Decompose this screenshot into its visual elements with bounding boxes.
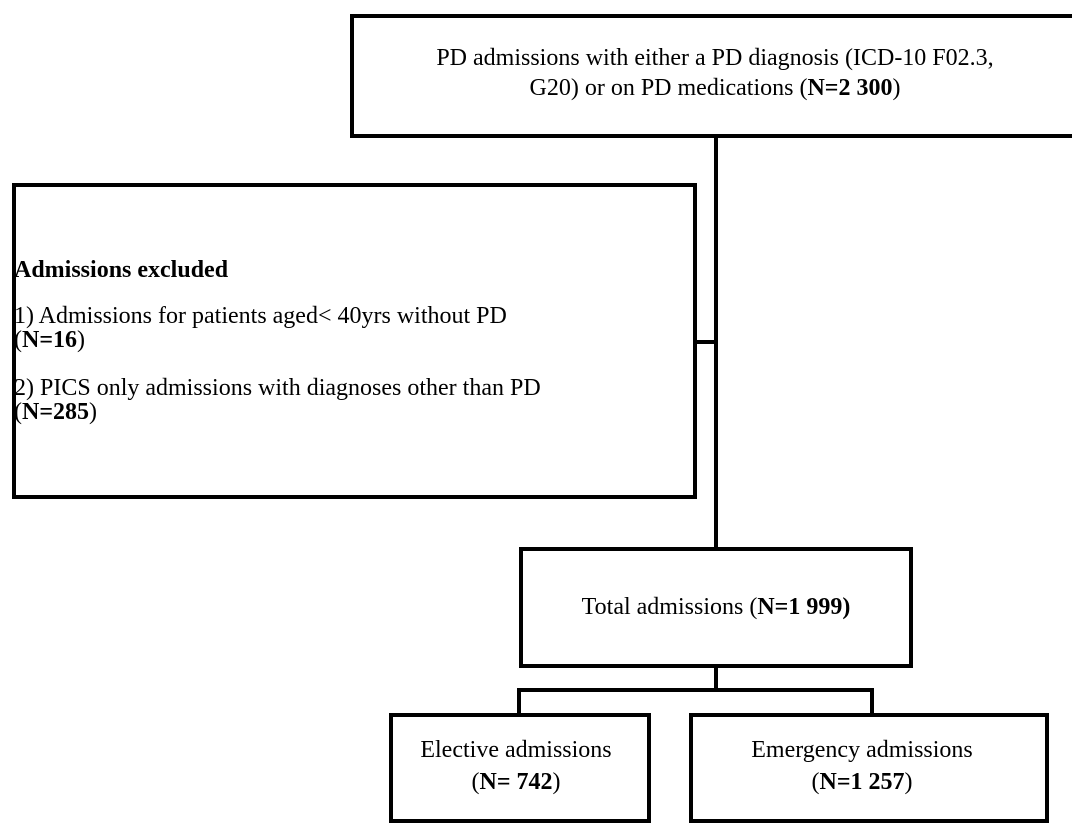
node-box: [350, 14, 1072, 138]
text: ): [904, 769, 913, 795]
text: ): [552, 769, 561, 795]
text: 2) PICS only admissions with diagnoses o…: [14, 375, 541, 401]
node-text: 2) PICS only admissions with diagnoses o…: [14, 374, 541, 402]
node-text: (N=1 257): [811, 768, 912, 796]
bold-text: N=285: [22, 399, 90, 425]
node-text: Admissions excluded: [14, 256, 228, 284]
bold-text: N= 742: [479, 769, 553, 795]
bold-text: N=16: [22, 327, 78, 353]
text: (: [811, 769, 820, 795]
node-text: (N=285): [14, 398, 97, 426]
text: Emergency admissions: [751, 737, 973, 763]
text: PD admissions with either a PD diagnosis…: [436, 45, 994, 71]
text: (: [14, 399, 22, 425]
bold-text: N=2 300: [807, 75, 893, 101]
text: ): [77, 327, 86, 353]
bold-text: N=1 257: [819, 769, 905, 795]
node-box: [389, 713, 651, 823]
text: ): [892, 75, 901, 101]
node-text: PD admissions with either a PD diagnosis…: [436, 44, 993, 72]
bold-text: Admissions excluded: [14, 257, 229, 283]
node-text: G20) or on PD medications (N=2 300): [530, 74, 901, 102]
node-text: (N= 742): [471, 768, 560, 796]
node-text: 1) Admissions for patients aged< 40yrs w…: [14, 302, 507, 330]
node-text: Emergency admissions: [751, 736, 973, 764]
node-text: Elective admissions: [420, 736, 611, 764]
node-text: (N=16): [14, 326, 85, 354]
text: ): [89, 399, 98, 425]
text: Elective admissions: [420, 737, 612, 763]
text: G20) or on PD medications (: [529, 75, 808, 101]
text: 1) Admissions for patients aged< 40yrs w…: [14, 303, 507, 329]
text: Total admissions (: [581, 594, 758, 620]
node-box: [12, 183, 697, 499]
node-box: [519, 547, 913, 668]
node-text: Total admissions (N=1 999): [582, 593, 851, 621]
bold-text: N=1 999): [757, 594, 851, 620]
text: (: [14, 327, 22, 353]
node-box: [689, 713, 1049, 823]
text: (: [471, 769, 480, 795]
